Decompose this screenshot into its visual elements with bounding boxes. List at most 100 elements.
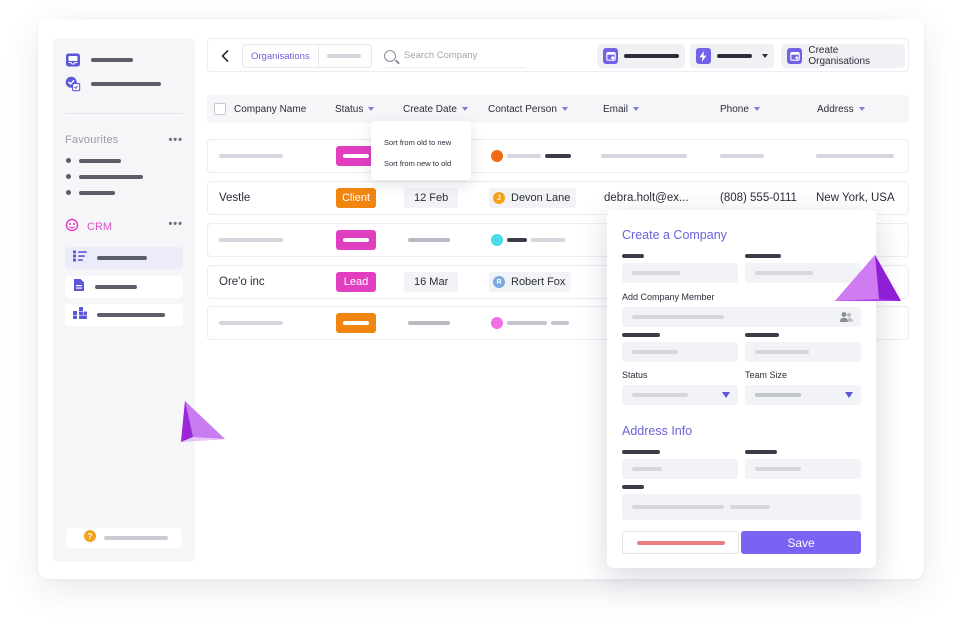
cancel-button[interactable] xyxy=(622,531,739,554)
sidebar-item-organisations[interactable] xyxy=(65,247,183,269)
team-size-select[interactable] xyxy=(745,385,861,405)
view-tabs: Organisations xyxy=(242,44,372,68)
tab-other[interactable] xyxy=(319,45,369,67)
status-badge[interactable]: Client xyxy=(336,188,376,208)
decorative-triangle-icon xyxy=(835,255,901,301)
decorative-triangle-icon xyxy=(181,401,225,442)
date-cell xyxy=(408,224,450,256)
column-address[interactable]: Address xyxy=(817,95,865,123)
chevron-down-icon xyxy=(762,54,768,58)
company-type-field[interactable] xyxy=(745,263,861,283)
pipeline-icon xyxy=(73,306,87,324)
column-phone[interactable]: Phone xyxy=(720,95,760,123)
table-row[interactable] xyxy=(207,139,909,173)
placeholder-bar xyxy=(816,154,894,158)
sidebar-item-documents[interactable] xyxy=(65,276,183,298)
sort-new-to-old-option[interactable]: Sort from new to old xyxy=(384,159,452,168)
favourite-item-label xyxy=(79,158,121,163)
create-organisations-button[interactable]: Create Organisations xyxy=(781,44,905,68)
action-dropdown-button[interactable] xyxy=(690,44,774,68)
address-field[interactable] xyxy=(745,459,861,479)
avatar xyxy=(491,317,503,329)
crm-more-icon[interactable]: ••• xyxy=(168,218,183,230)
status-cell: Client xyxy=(336,182,376,214)
contact-name: Robert Fox xyxy=(511,276,566,288)
sidebar-footer[interactable]: ? xyxy=(66,528,182,548)
status-cell xyxy=(336,307,376,339)
sort-caret-icon xyxy=(368,107,375,111)
chevron-down-icon xyxy=(722,392,730,398)
column-create-date[interactable]: Create Date xyxy=(403,95,468,123)
sidebar-item-inbox[interactable] xyxy=(65,52,133,68)
sidebar-item-pipeline[interactable] xyxy=(65,304,183,326)
column-company-name[interactable]: Company Name xyxy=(214,95,306,123)
add-organisation-icon xyxy=(787,48,803,64)
status-cell xyxy=(336,224,376,256)
date-cell: 16 Mar xyxy=(404,266,459,298)
crm-section-title[interactable]: CRM xyxy=(65,218,112,235)
company-name-field[interactable] xyxy=(622,263,738,283)
filter-button[interactable] xyxy=(597,44,685,68)
field-placeholder xyxy=(730,505,770,509)
help-icon: ? xyxy=(84,529,96,547)
add-members-icon xyxy=(839,312,853,322)
tab-label xyxy=(326,54,361,58)
column-contact-person[interactable]: Contact Person xyxy=(488,95,568,123)
status-badge[interactable] xyxy=(336,230,376,250)
contact-chip[interactable]: J Devon Lane xyxy=(489,188,577,208)
favourites-more-icon[interactable]: ••• xyxy=(168,134,183,146)
field-placeholder xyxy=(755,271,813,275)
contact-cell xyxy=(491,140,571,172)
field-label xyxy=(745,333,779,337)
inbox-icon xyxy=(65,52,81,68)
status-cell: Lead xyxy=(336,266,376,298)
tab-organisations[interactable]: Organisations xyxy=(243,45,319,67)
company-field[interactable] xyxy=(745,342,861,362)
member-label: Add Company Member xyxy=(622,292,715,302)
status-badge[interactable] xyxy=(336,313,376,333)
save-button[interactable]: Save xyxy=(741,531,861,554)
status-select[interactable] xyxy=(622,385,738,405)
company-member-field[interactable] xyxy=(622,307,861,327)
favourite-item[interactable] xyxy=(66,174,143,179)
status-badge[interactable] xyxy=(336,146,376,166)
date-cell xyxy=(408,307,450,339)
address-field[interactable] xyxy=(622,459,738,479)
sort-caret-icon xyxy=(753,107,760,111)
favourite-item[interactable] xyxy=(66,190,115,195)
sort-caret-icon xyxy=(633,107,640,111)
street-address-field[interactable] xyxy=(622,494,861,520)
column-status[interactable]: Status xyxy=(335,95,375,123)
phone-cell xyxy=(720,140,764,172)
company-cell: Ore'o inc xyxy=(219,276,265,288)
status-badge[interactable]: Lead xyxy=(336,272,376,292)
contact-chip[interactable]: R Robert Fox xyxy=(489,272,572,292)
sidebar-item-label xyxy=(91,82,161,86)
sidebar-item-label xyxy=(97,256,147,260)
sort-old-to-new-option[interactable]: Sort from old to new xyxy=(384,138,452,147)
search-box xyxy=(384,44,526,68)
field-placeholder xyxy=(755,467,801,471)
cancel-label xyxy=(636,540,725,545)
column-label: Contact Person xyxy=(488,103,557,115)
contact-cell xyxy=(491,224,565,256)
back-button[interactable] xyxy=(214,45,236,67)
select-all-checkbox[interactable] xyxy=(214,103,226,115)
placeholder-bar xyxy=(507,321,547,325)
column-email[interactable]: Email xyxy=(603,95,640,123)
filter-label xyxy=(624,54,679,58)
field-placeholder xyxy=(632,315,724,319)
sort-menu: Sort from old to new Sort from new to ol… xyxy=(371,121,471,180)
footer-label xyxy=(104,536,168,540)
company-field[interactable] xyxy=(622,342,738,362)
column-label: Address xyxy=(817,103,854,115)
table-row[interactable]: Vestle Client 12 Feb J Devon Lane debra.… xyxy=(207,181,909,215)
sidebar-item-label xyxy=(97,313,165,317)
field-placeholder xyxy=(632,467,662,471)
placeholder-bar xyxy=(507,154,541,158)
sidebar-item-tasks[interactable] xyxy=(65,76,161,92)
lightning-icon xyxy=(696,48,711,64)
search-input[interactable] xyxy=(404,50,514,61)
date-value: 16 Mar xyxy=(404,272,459,292)
favourite-item[interactable] xyxy=(66,158,121,163)
